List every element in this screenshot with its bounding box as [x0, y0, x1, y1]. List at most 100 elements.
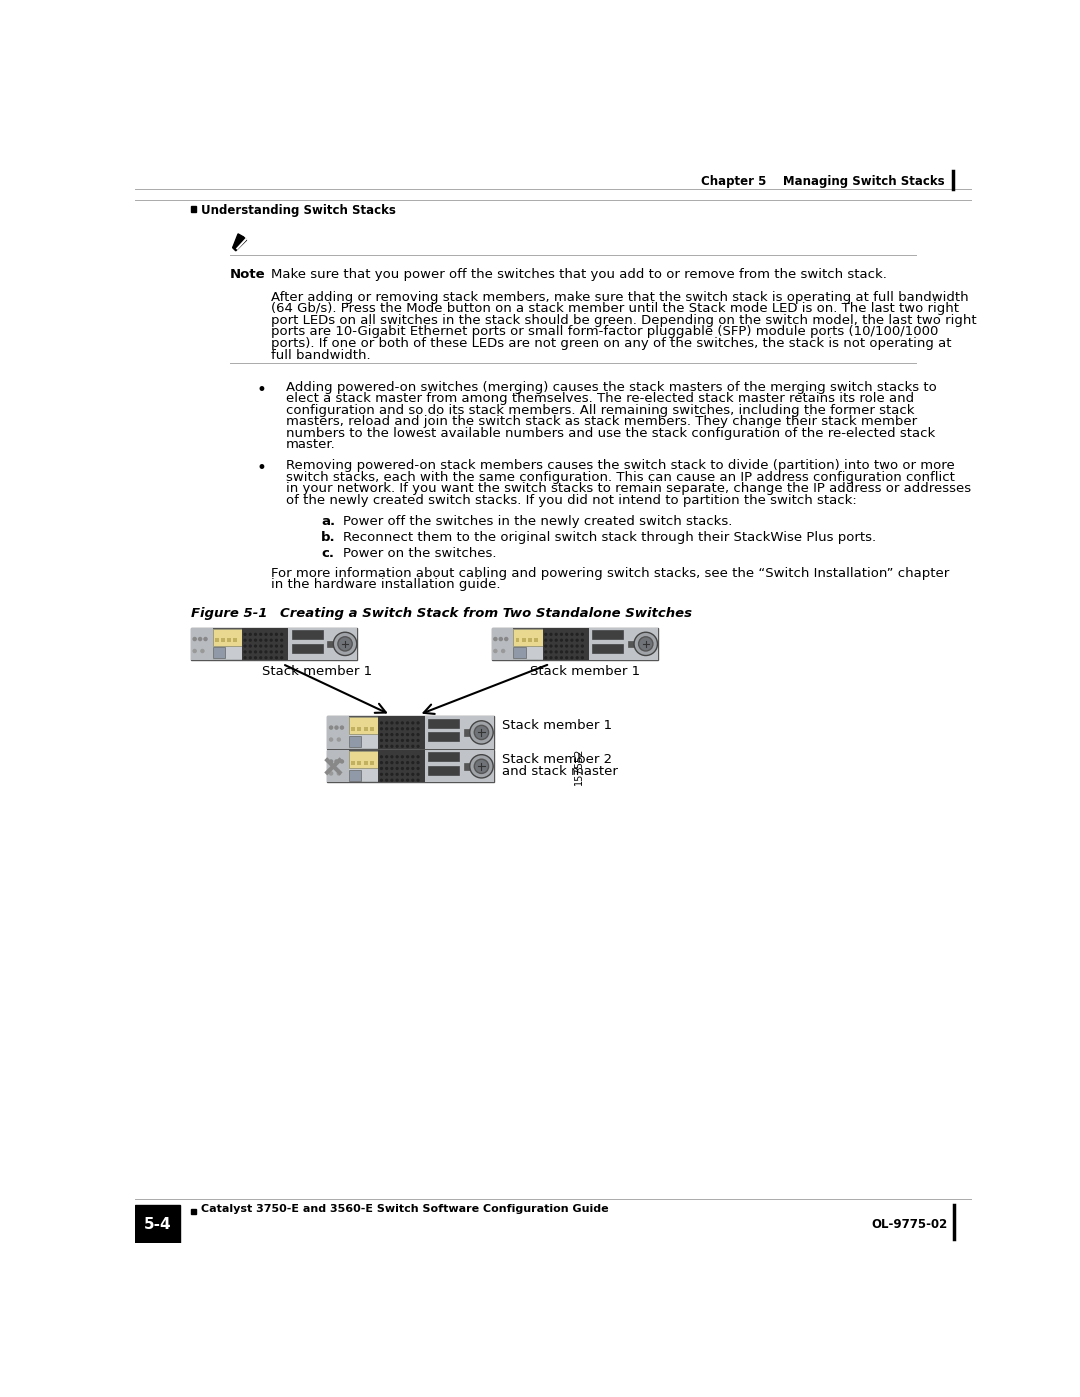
Circle shape [275, 633, 278, 636]
Circle shape [380, 733, 382, 735]
Circle shape [265, 645, 267, 647]
Bar [357, 726, 362, 731]
Text: c.: c. [321, 546, 334, 560]
Text: •: • [257, 460, 267, 478]
Circle shape [561, 645, 563, 647]
Circle shape [411, 739, 414, 742]
Bar [627, 641, 647, 647]
Text: master.: master. [286, 439, 336, 451]
Circle shape [340, 726, 343, 729]
Circle shape [417, 756, 419, 757]
Circle shape [396, 739, 399, 742]
Polygon shape [232, 233, 243, 247]
Bar [233, 638, 238, 643]
Circle shape [411, 767, 414, 770]
Circle shape [577, 657, 578, 658]
Circle shape [380, 761, 382, 764]
Circle shape [386, 746, 388, 747]
Circle shape [337, 773, 340, 775]
Circle shape [544, 633, 546, 636]
Text: Catalyst 3750-E and 3560-E Switch Software Configuration Guide: Catalyst 3750-E and 3560-E Switch Softwa… [201, 1204, 608, 1214]
Circle shape [380, 756, 382, 757]
Circle shape [474, 725, 488, 739]
Circle shape [396, 746, 399, 747]
Circle shape [386, 780, 388, 781]
Bar [378, 717, 424, 749]
Circle shape [566, 645, 568, 647]
Circle shape [396, 728, 399, 729]
Circle shape [255, 645, 256, 647]
Text: Stack member 1: Stack member 1 [501, 719, 611, 732]
Bar [357, 761, 362, 764]
Circle shape [402, 739, 403, 742]
Circle shape [244, 640, 246, 641]
Circle shape [338, 637, 352, 651]
Circle shape [577, 633, 578, 636]
Text: For more information about cabling and powering switch stacks, see the “Switch I: For more information about cabling and p… [271, 567, 949, 580]
Circle shape [337, 738, 340, 740]
Circle shape [270, 640, 272, 641]
Text: Note: Note [230, 268, 266, 281]
Text: Power on the switches.: Power on the switches. [342, 546, 496, 560]
Text: Power off the switches in the newly created switch stacks.: Power off the switches in the newly crea… [342, 514, 732, 528]
Text: Stack member 1: Stack member 1 [262, 665, 373, 678]
Circle shape [402, 733, 403, 735]
Circle shape [386, 722, 388, 724]
Text: of the newly created switch stacks. If you did not intend to partition the switc: of the newly created switch stacks. If y… [286, 493, 856, 507]
Circle shape [402, 767, 403, 770]
Circle shape [391, 756, 393, 757]
Circle shape [474, 759, 488, 774]
Circle shape [260, 645, 261, 647]
Circle shape [386, 728, 388, 729]
Circle shape [260, 640, 261, 641]
Circle shape [407, 761, 408, 764]
Circle shape [386, 767, 388, 770]
Circle shape [407, 756, 408, 757]
Bar [513, 647, 526, 658]
Circle shape [634, 633, 658, 655]
Circle shape [255, 651, 256, 652]
Circle shape [255, 633, 256, 636]
Text: OL-9775-02: OL-9775-02 [870, 1218, 947, 1231]
Circle shape [417, 722, 419, 724]
Circle shape [577, 645, 578, 647]
Circle shape [581, 633, 583, 636]
Circle shape [504, 637, 508, 641]
Circle shape [380, 746, 382, 747]
Circle shape [470, 721, 494, 745]
Circle shape [407, 728, 408, 729]
Text: and stack master: and stack master [501, 764, 618, 778]
Circle shape [417, 746, 419, 747]
Text: 5-4: 5-4 [144, 1217, 172, 1232]
Text: masters, reload and join the switch stack as stack members. They change their st: masters, reload and join the switch stac… [286, 415, 917, 429]
Circle shape [494, 650, 497, 652]
Bar [327, 717, 349, 749]
Bar [522, 638, 526, 643]
Circle shape [571, 645, 572, 647]
Circle shape [561, 651, 563, 652]
Circle shape [544, 651, 546, 652]
Circle shape [391, 728, 393, 729]
Circle shape [249, 633, 252, 636]
Circle shape [275, 657, 278, 658]
Circle shape [260, 657, 261, 658]
Bar [424, 717, 494, 749]
Circle shape [244, 633, 246, 636]
Circle shape [470, 754, 494, 778]
Circle shape [391, 774, 393, 775]
Circle shape [411, 756, 414, 757]
Bar [349, 736, 362, 747]
Circle shape [391, 739, 393, 742]
Circle shape [417, 739, 419, 742]
Circle shape [501, 650, 504, 652]
Bar [215, 638, 218, 643]
Polygon shape [232, 237, 246, 251]
Circle shape [499, 637, 502, 641]
Text: b.: b. [321, 531, 336, 543]
Text: Make sure that you power off the switches that you add to or remove from the swi: Make sure that you power off the switche… [271, 268, 887, 281]
Circle shape [561, 633, 563, 636]
Bar [428, 753, 459, 761]
Circle shape [407, 767, 408, 770]
Bar [327, 750, 494, 782]
Bar [213, 629, 242, 645]
